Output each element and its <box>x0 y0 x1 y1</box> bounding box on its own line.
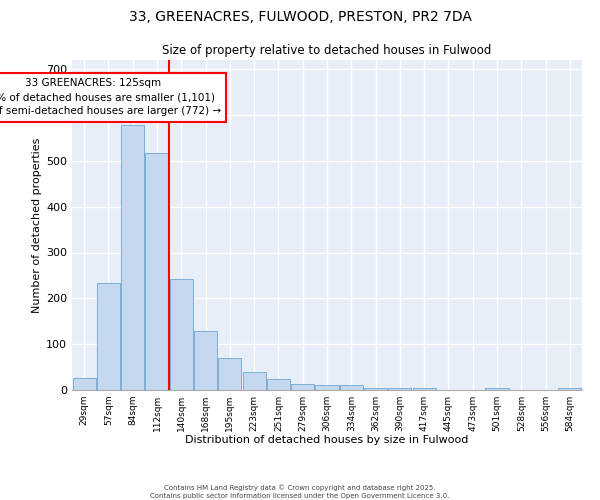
Bar <box>364 388 387 390</box>
Bar <box>194 332 217 390</box>
Bar <box>121 125 144 390</box>
Bar <box>242 372 266 390</box>
Bar <box>413 388 436 390</box>
Title: Size of property relative to detached houses in Fulwood: Size of property relative to detached ho… <box>163 44 491 58</box>
Bar <box>218 358 241 390</box>
Bar <box>97 283 120 390</box>
Bar <box>170 279 193 390</box>
Bar <box>340 386 363 390</box>
Bar <box>145 154 169 390</box>
X-axis label: Distribution of detached houses by size in Fulwood: Distribution of detached houses by size … <box>185 436 469 446</box>
Y-axis label: Number of detached properties: Number of detached properties <box>32 138 42 312</box>
Text: Contains HM Land Registry data © Crown copyright and database right 2025.
Contai: Contains HM Land Registry data © Crown c… <box>151 484 449 499</box>
Bar <box>291 384 314 390</box>
Bar <box>559 388 581 390</box>
Bar <box>388 388 412 390</box>
Text: 33, GREENACRES, FULWOOD, PRESTON, PR2 7DA: 33, GREENACRES, FULWOOD, PRESTON, PR2 7D… <box>128 10 472 24</box>
Bar <box>485 388 509 390</box>
Bar <box>316 386 338 390</box>
Bar <box>73 378 95 390</box>
Bar <box>267 378 290 390</box>
Text: 33 GREENACRES: 125sqm
← 59% of detached houses are smaller (1,101)
41% of semi-d: 33 GREENACRES: 125sqm ← 59% of detached … <box>0 78 221 116</box>
